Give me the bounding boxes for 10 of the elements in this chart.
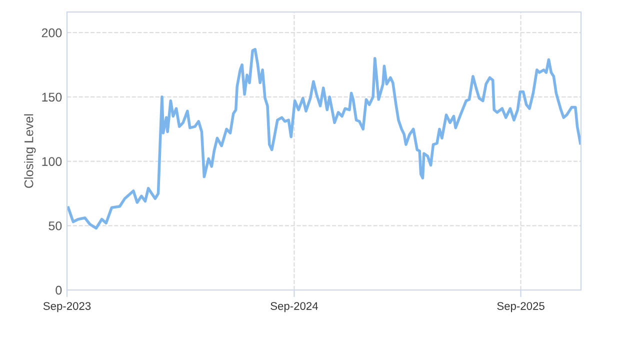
x-tick-label: Sep-2023 — [43, 302, 91, 312]
x-tick-label: Sep-2025 — [497, 302, 544, 312]
y-tick-label: 0 — [56, 286, 62, 295]
y-tick-label: 50 — [48, 221, 62, 230]
y-tick-label: 100 — [42, 157, 62, 166]
y-tick-label: 200 — [42, 28, 62, 38]
line-series — [67, 48, 581, 230]
y-tick-label: 150 — [42, 92, 62, 102]
x-tick-label: Sep-2024 — [270, 302, 318, 312]
y-axis-title: Closing Level — [24, 114, 36, 188]
